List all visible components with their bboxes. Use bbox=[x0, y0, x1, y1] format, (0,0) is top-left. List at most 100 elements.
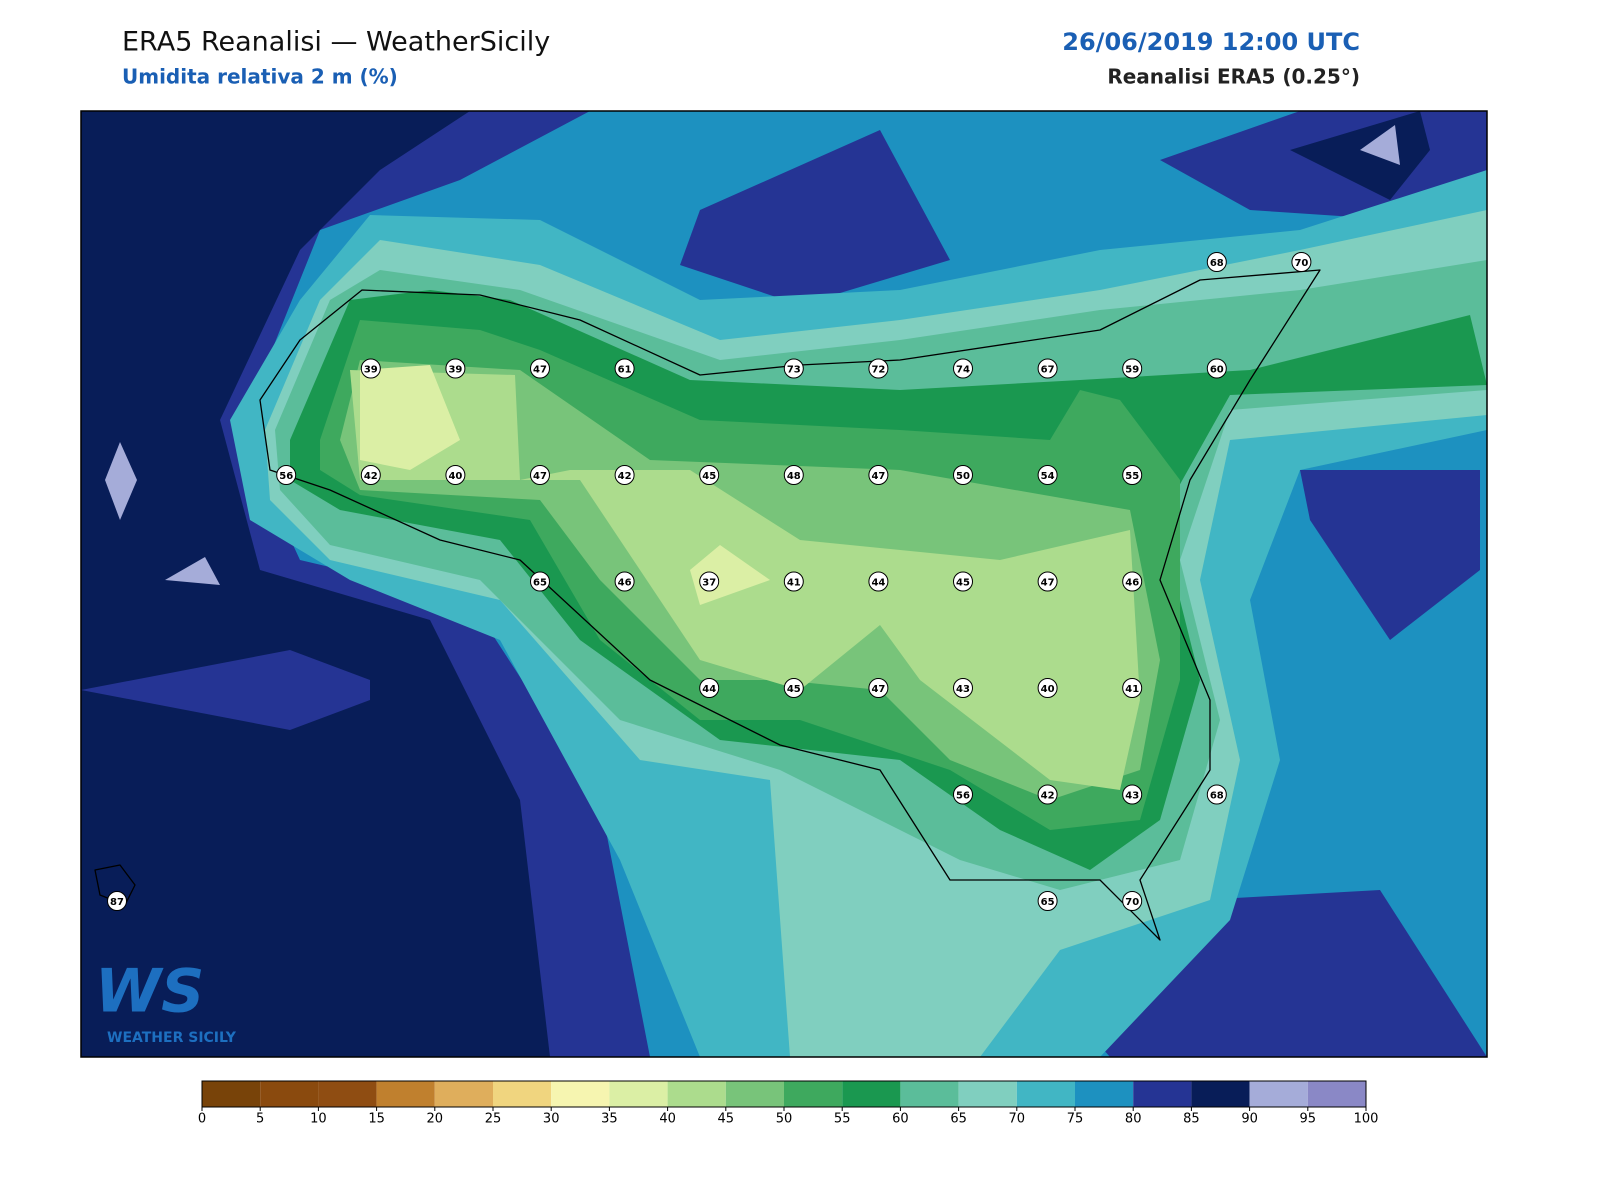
station-marker bbox=[783, 571, 804, 592]
station-marker bbox=[360, 465, 381, 485]
station-marker bbox=[276, 465, 297, 485]
colorbar-tick-label: 10 bbox=[310, 1112, 327, 1127]
station-value: 42 bbox=[1041, 791, 1055, 802]
station-marker bbox=[445, 358, 466, 379]
station-value: 68 bbox=[1210, 791, 1224, 802]
colorbar-swatch bbox=[842, 1081, 901, 1107]
colorbar-tick-label: 30 bbox=[543, 1112, 560, 1127]
colorbar-swatch bbox=[551, 1081, 610, 1107]
colorbar-swatch bbox=[1075, 1081, 1134, 1107]
station-value: 47 bbox=[533, 365, 547, 376]
station-marker bbox=[783, 465, 804, 485]
station-value: 65 bbox=[533, 578, 547, 589]
station-marker bbox=[868, 358, 889, 379]
station-value: 45 bbox=[956, 578, 970, 589]
station-value: 44 bbox=[702, 684, 716, 695]
colorbar-tick-label: 50 bbox=[776, 1112, 793, 1127]
stations: 68 70 39 39 47 61 73 72 74 67 59 60 56 42 40 47 42 45 48 47… bbox=[107, 252, 1312, 911]
station-marker bbox=[360, 358, 381, 379]
station-value: 43 bbox=[1125, 791, 1139, 802]
station-marker bbox=[1122, 678, 1143, 698]
contour-band bbox=[105, 442, 137, 520]
colorbar-swatch bbox=[1191, 1081, 1250, 1107]
station-marker bbox=[699, 571, 720, 592]
station-marker bbox=[868, 571, 889, 592]
station-marker bbox=[1122, 465, 1143, 485]
station-value: 65 bbox=[1041, 897, 1055, 908]
colorbar-tick-label: 75 bbox=[1067, 1112, 1084, 1127]
station-marker bbox=[1037, 784, 1058, 805]
station-marker bbox=[699, 678, 720, 698]
colorbar-swatch bbox=[958, 1081, 1017, 1107]
colorbar-tick-label: 55 bbox=[834, 1112, 851, 1127]
station-value: 46 bbox=[618, 578, 632, 589]
station-value: 56 bbox=[279, 471, 293, 482]
station-marker bbox=[445, 465, 466, 485]
station-marker bbox=[107, 891, 127, 911]
station-value: 45 bbox=[787, 684, 801, 695]
colorbar-swatch bbox=[434, 1081, 493, 1107]
station-marker bbox=[783, 678, 804, 698]
station-value: 37 bbox=[702, 578, 716, 589]
colorbar-swatch bbox=[1133, 1081, 1192, 1107]
colorbar-swatch bbox=[725, 1081, 784, 1107]
colorbar-swatch bbox=[260, 1081, 319, 1107]
colorbar-tick-label: 80 bbox=[1125, 1112, 1142, 1127]
station-value: 56 bbox=[956, 791, 970, 802]
contour-band bbox=[360, 365, 460, 470]
station-value: 54 bbox=[1041, 471, 1055, 482]
station-marker bbox=[699, 465, 720, 485]
station-value: 61 bbox=[618, 365, 632, 376]
station-marker bbox=[1122, 358, 1143, 379]
colorbar: 0 5 10 15 20 25 30 35 40 45 50 55 60 65 70 75 80 85 90 95 10… bbox=[198, 1080, 1379, 1127]
station-marker bbox=[614, 465, 635, 485]
station-value: 46 bbox=[1125, 578, 1139, 589]
station-marker bbox=[1037, 571, 1058, 592]
station-marker bbox=[1291, 252, 1312, 272]
station-marker bbox=[953, 784, 973, 805]
station-value: 72 bbox=[871, 365, 885, 376]
colorbar-swatch bbox=[667, 1081, 726, 1107]
station-value: 44 bbox=[871, 578, 885, 589]
subtitle: Umidita relativa 2 m (%) bbox=[122, 65, 398, 89]
colorbar-tick-label: 0 bbox=[198, 1112, 206, 1127]
station-marker bbox=[783, 358, 804, 379]
station-value: 39 bbox=[448, 365, 462, 376]
station-value: 47 bbox=[871, 684, 885, 695]
station-value: 73 bbox=[787, 365, 801, 376]
colorbar-swatch bbox=[1307, 1081, 1366, 1107]
station-marker bbox=[868, 678, 889, 698]
station-marker bbox=[1206, 252, 1227, 272]
station-value: 74 bbox=[956, 365, 970, 376]
station-value: 68 bbox=[1210, 258, 1224, 269]
station-marker bbox=[1037, 358, 1058, 379]
colorbar-tick-label: 15 bbox=[368, 1112, 385, 1127]
station-value: 55 bbox=[1125, 471, 1139, 482]
colorbar-swatch bbox=[493, 1081, 552, 1107]
colorbar-swatch bbox=[784, 1081, 843, 1107]
colorbar-swatch bbox=[900, 1081, 959, 1107]
station-marker bbox=[1122, 891, 1143, 911]
colorbar-tick-label: 100 bbox=[1354, 1112, 1379, 1127]
colorbar-tick-label: 40 bbox=[659, 1112, 676, 1127]
logo-letters: WS bbox=[95, 957, 204, 1027]
station-marker bbox=[1122, 784, 1143, 805]
station-value: 70 bbox=[1125, 897, 1139, 908]
station-value: 67 bbox=[1041, 365, 1055, 376]
station-marker bbox=[953, 571, 973, 592]
station-marker bbox=[1206, 784, 1227, 805]
station-value: 59 bbox=[1125, 365, 1139, 376]
logo-name: WEATHER SICILY bbox=[107, 1030, 237, 1046]
station-value: 39 bbox=[364, 365, 378, 376]
colorbar-tick-label: 35 bbox=[601, 1112, 618, 1127]
station-value: 87 bbox=[110, 897, 124, 908]
station-marker bbox=[1122, 571, 1143, 592]
station-marker bbox=[953, 465, 973, 485]
station-marker bbox=[530, 465, 550, 485]
colorbar-tick-label: 60 bbox=[892, 1112, 909, 1127]
station-marker bbox=[868, 465, 889, 485]
datetime: 26/06/2019 12:00 UTC bbox=[1062, 28, 1360, 56]
colorbar-swatch bbox=[609, 1081, 668, 1107]
